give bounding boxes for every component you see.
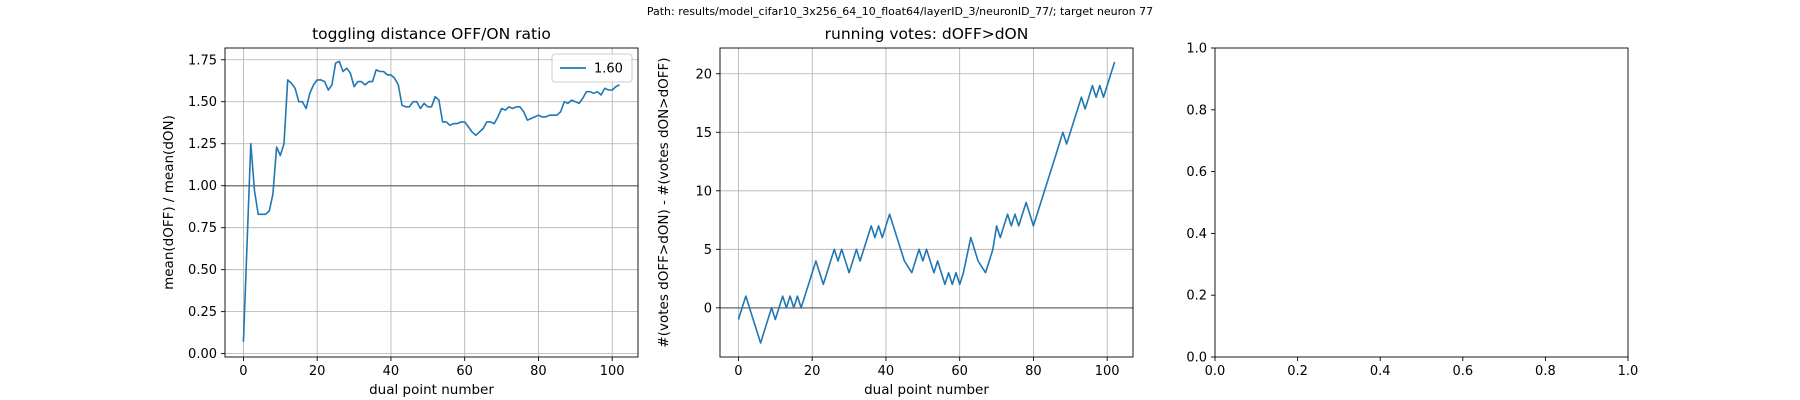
y-tick-label: 0.4 (1186, 227, 1207, 242)
chart-title: running votes: dOFF>dON (825, 25, 1029, 43)
y-tick-label: 1.25 (188, 137, 217, 152)
axes-frame (719, 47, 1134, 358)
series-line (737, 61, 1116, 344)
x-tick-label: 100 (1095, 364, 1120, 379)
legend-box (551, 53, 633, 83)
y-tick-label: 0.50 (188, 263, 217, 278)
x-tick-label: 0.4 (1370, 364, 1391, 379)
x-tick-label: 0 (239, 364, 247, 379)
x-axis-label: dual point number (864, 382, 989, 398)
y-tick-label: 0.00 (188, 347, 217, 362)
figure-suptitle: Path: results/model_cifar10_3x256_64_10_… (646, 5, 1154, 18)
y-axis-label: mean(dOFF) / mean(dON) (161, 115, 177, 290)
x-tick-label: 60 (951, 364, 968, 379)
x-tick-label: 0.2 (1287, 364, 1308, 379)
y-tick-label: 20 (695, 67, 712, 82)
legend-label: 1.60 (594, 62, 623, 77)
x-tick-label: 80 (1025, 364, 1042, 379)
series-line (242, 60, 620, 342)
y-tick-label: 0.0 (1186, 351, 1207, 366)
chart-title: toggling distance OFF/ON ratio (312, 25, 551, 43)
axes-frame (1214, 47, 1629, 358)
y-tick-label: 1.50 (188, 95, 217, 110)
y-tick-label: 1.75 (188, 53, 217, 68)
x-tick-label: 40 (383, 364, 400, 379)
y-tick-label: 0.25 (188, 305, 217, 320)
y-tick-label: 1.0 (1186, 42, 1207, 57)
y-tick-label: 0.8 (1186, 103, 1207, 118)
y-tick-label: 10 (695, 184, 712, 199)
y-tick-label: 0.2 (1186, 289, 1207, 304)
y-tick-label: 0.6 (1186, 165, 1207, 180)
y-tick-label: 15 (695, 126, 712, 141)
y-tick-label: 0 (704, 301, 712, 316)
x-tick-label: 60 (456, 364, 473, 379)
y-tick-label: 1.00 (188, 179, 217, 194)
x-tick-label: 0.8 (1535, 364, 1556, 379)
x-tick-label: 1.0 (1618, 364, 1639, 379)
x-tick-label: 20 (804, 364, 821, 379)
x-tick-label: 0 (734, 364, 742, 379)
y-axis-label: #(votes dOFF>dON) - #(votes dON>dOFF) (656, 57, 672, 347)
x-tick-label: 100 (600, 364, 625, 379)
y-tick-label: 0.75 (188, 221, 217, 236)
y-tick-label: 5 (704, 243, 712, 258)
axes-frame (224, 47, 639, 358)
x-tick-label: 20 (309, 364, 326, 379)
x-tick-label: 0.6 (1452, 364, 1473, 379)
x-tick-label: 80 (530, 364, 547, 379)
x-axis-label: dual point number (369, 382, 494, 398)
x-tick-label: 0.0 (1205, 364, 1226, 379)
x-tick-label: 40 (878, 364, 895, 379)
